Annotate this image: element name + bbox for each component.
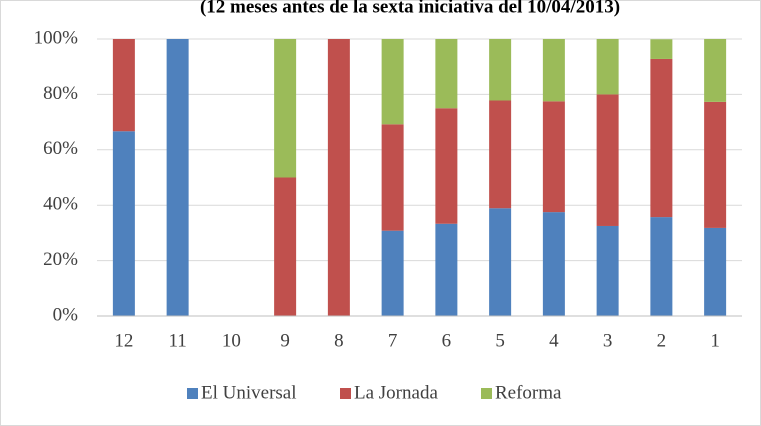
legend-swatch bbox=[187, 388, 198, 399]
legend-label: Reforma bbox=[495, 382, 562, 403]
x-tick-label: 2 bbox=[657, 330, 667, 351]
bar-segment bbox=[112, 131, 135, 316]
bar-segment bbox=[489, 39, 512, 101]
bar-segment bbox=[435, 39, 458, 109]
x-tick-label: 3 bbox=[603, 330, 613, 351]
legend-label: El Universal bbox=[201, 382, 297, 403]
bar-segment bbox=[704, 101, 727, 228]
bar-segment bbox=[381, 39, 404, 125]
bar-segment bbox=[596, 225, 619, 316]
x-tick-label: 5 bbox=[495, 330, 505, 351]
bar-segment bbox=[381, 124, 404, 231]
chart-title: (12 meses antes de la sexta iniciativa d… bbox=[200, 0, 620, 17]
x-tick-label: 9 bbox=[280, 330, 290, 351]
x-tick-label: 7 bbox=[388, 330, 398, 351]
bar-segment bbox=[274, 177, 297, 316]
bar-segment bbox=[650, 217, 673, 316]
legend-label: La Jornada bbox=[354, 382, 438, 403]
bar-segment bbox=[112, 39, 135, 132]
bar-segment bbox=[596, 94, 619, 226]
bar-segment bbox=[650, 58, 673, 218]
bar-segment bbox=[704, 39, 727, 102]
y-tick-label: 0% bbox=[53, 304, 79, 325]
bar-segment bbox=[704, 227, 727, 316]
y-tick-label: 20% bbox=[43, 249, 78, 270]
x-tick-label: 11 bbox=[168, 330, 186, 351]
bar-segment bbox=[489, 208, 512, 316]
y-tick-label: 100% bbox=[34, 27, 79, 48]
legend-swatch bbox=[340, 388, 351, 399]
bar-segment bbox=[435, 108, 458, 224]
bar-segment bbox=[166, 39, 189, 316]
bar-segment bbox=[327, 39, 350, 316]
bar-segment bbox=[542, 101, 565, 213]
bar-segment bbox=[435, 223, 458, 316]
y-tick-label: 40% bbox=[43, 194, 78, 215]
x-tick-label: 12 bbox=[114, 330, 133, 351]
bar-segment bbox=[596, 39, 619, 95]
bar-segment bbox=[274, 39, 297, 178]
legend-swatch bbox=[481, 388, 492, 399]
x-tick-label: 10 bbox=[222, 330, 241, 351]
bar-segment bbox=[650, 39, 673, 59]
bar-segment bbox=[542, 39, 565, 102]
x-tick-label: 8 bbox=[334, 330, 344, 351]
x-tick-label: 1 bbox=[710, 330, 720, 351]
y-tick-label: 80% bbox=[43, 83, 78, 104]
y-tick-label: 60% bbox=[43, 138, 78, 159]
x-tick-label: 4 bbox=[549, 330, 559, 351]
x-tick-label: 6 bbox=[442, 330, 452, 351]
bar-segment bbox=[381, 230, 404, 316]
bar-segment bbox=[489, 100, 512, 209]
bar-segment bbox=[542, 212, 565, 316]
